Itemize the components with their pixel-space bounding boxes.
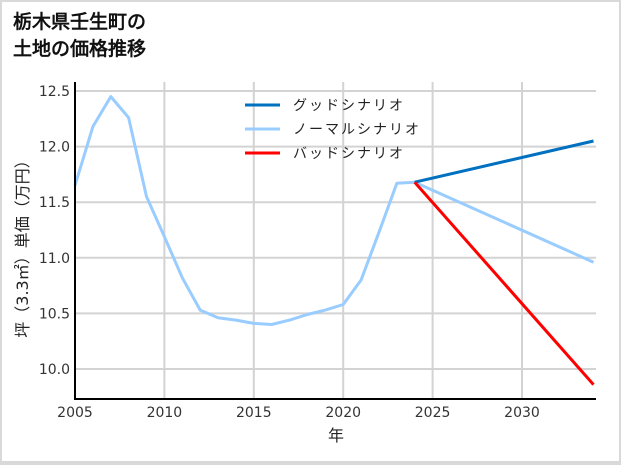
title-line-2: 土地の価格推移 — [13, 38, 147, 60]
series-line — [73, 95, 595, 326]
tick-labels: 2005 2010 2015 2020 2025 2030 10.0 10.5 11.0 11.5… — [39, 84, 540, 421]
y-tick-label: 11.0 — [39, 251, 70, 267]
axes — [74, 82, 596, 400]
y-axis-label: 坪（3.3㎡）単価（万円） — [13, 152, 32, 337]
y-tick-label: 11.5 — [39, 195, 70, 211]
y-tick-label: 10.0 — [39, 362, 70, 378]
x-axis-label: 年 — [328, 426, 344, 445]
x-tick-label: 2015 — [236, 405, 272, 421]
series-line — [414, 139, 594, 184]
legend-label: バッドシナリオ — [293, 146, 405, 162]
y-tick-label: 10.5 — [39, 306, 70, 322]
series-line — [413, 181, 595, 386]
x-tick-label: 2005 — [57, 405, 93, 421]
x-tick-label: 2010 — [147, 405, 183, 421]
legend-label: ノーマルシナリオ — [293, 122, 421, 138]
title-line-1: 栃木県壬生町の — [13, 11, 147, 33]
legend-label: グッドシナリオ — [293, 98, 405, 114]
chart-title: 栃木県壬生町の 土地の価格推移 — [13, 9, 146, 63]
grid-lines — [74, 82, 596, 399]
x-tick-label: 2020 — [325, 405, 361, 421]
data-series — [73, 95, 595, 386]
y-tick-label: 12.5 — [39, 84, 70, 100]
x-tick-label: 2030 — [504, 405, 540, 421]
y-tick-label: 12.0 — [39, 140, 70, 156]
x-tick-label: 2025 — [415, 405, 451, 421]
